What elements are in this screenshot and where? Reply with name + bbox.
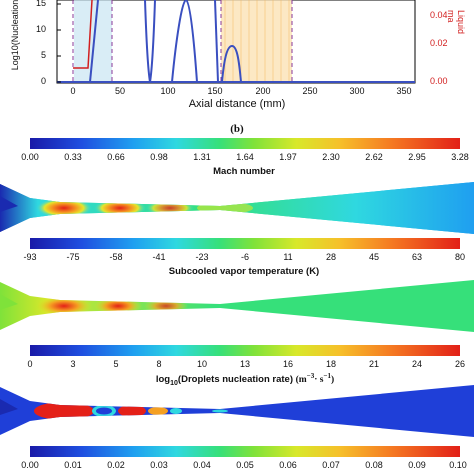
x-tick-150: 150 [207,86,223,96]
nucleation-tick: 16 [282,359,294,369]
nucleation-tick: 8 [156,359,162,369]
mach-tick: 2.95 [408,152,426,162]
nucleation-tick: 3 [70,359,76,369]
subcool-tick: -58 [109,252,123,262]
nucleation-tick: 24 [411,359,423,369]
nucleation-unit-sup1: −3 [306,372,315,380]
nucleation-unit-close: ) [330,375,335,386]
liquid-tick: 0.01 [64,460,82,470]
mach-tick: 1.97 [279,152,297,162]
subcool-tick: -6 [240,252,250,262]
nucleation-colorbar [30,345,460,356]
x-tick-100: 100 [160,86,176,96]
mach-tick: 0.33 [64,152,82,162]
nucleation-unit-sup2: −1 [323,372,331,380]
nucleation-tick: 18 [325,359,337,369]
subcool-tick: 11 [283,252,293,262]
y-tick-left-0: 0 [41,76,47,86]
x-axis-label: Axial distance (mm) [188,98,286,110]
mach-tick: 2.62 [365,152,383,162]
subcool-tick: 45 [368,252,380,262]
mach-tick: 1.31 [193,152,211,162]
liquid-tick: 0.04 [193,460,211,470]
x-tick-50: 50 [114,86,126,96]
mach-colorbar [30,138,460,149]
nucleation-unit-mid: · s [314,375,324,386]
y-tick-right-002: 0.02 [430,38,448,48]
y-tick-left-15: 15 [36,0,47,8]
subcool-nozzle [0,280,474,332]
nucleation-unit-open: (m [295,375,307,386]
nucleation-title-log: log [155,374,171,386]
liquid-tick: 0.02 [107,460,125,470]
liquid-tick: 0.05 [236,460,254,470]
subcool-title: Subcooled vapor temperature (K) [168,266,320,277]
liquid-tick: 0.07 [322,460,340,470]
liquid-tick: 0.03 [150,460,168,470]
x-tick-200: 200 [255,86,271,96]
subcool-tick: -93 [23,252,37,262]
y-axis-label-left: Log10(Nucleation [10,0,20,71]
mach-tick: 0.66 [107,152,125,162]
x-tick-300: 300 [349,86,365,96]
top-plot: 15 10 5 0 Log10(Nucleation 0.04 0.02 0.0… [0,0,474,118]
nucleation-tick: 13 [239,359,251,369]
nucleation-tick: 0 [27,359,33,369]
panel-label-b: (b) [230,123,244,135]
liquid-tick: 0.10 [449,460,467,470]
subcool-tick: -23 [195,252,209,262]
nucleation-title-rest: (Droplets nucleation rate) [177,374,293,386]
nucleation-title-sub: 10 [170,380,178,388]
x-tick-350: 350 [396,86,412,96]
nucleation-title: log10(Droplets nucleation rate) (m−3· s−… [156,372,334,387]
x-tick-0: 0 [70,86,76,96]
liquid-tick: 0.06 [279,460,297,470]
y-tick-right-004: 0.04 [430,10,448,20]
mach-nozzle [0,182,474,234]
subcool-tick: 28 [325,252,337,262]
subcool-tick: -75 [66,252,80,262]
y-tick-left-5: 5 [41,50,47,60]
liquid-tick: 0.00 [21,460,39,470]
mach-tick: 3.28 [451,152,469,162]
mach-tick: 1.64 [236,152,254,162]
subcool-tick: -41 [152,252,166,262]
liquid-tick: 0.09 [408,460,426,470]
y-axis-label-right: Liquid ma [446,10,466,35]
subcool-colorbar [30,238,460,249]
liquid-tick: 0.08 [365,460,383,470]
mach-tick: 0.98 [150,152,168,162]
nucleation-nozzle [0,385,474,437]
y-tick-left-10: 10 [36,24,47,34]
mach-title: Mach number [213,166,275,177]
nucleation-tick: 26 [454,359,466,369]
subcool-tick: 63 [411,252,423,262]
top-plot-svg [56,0,416,84]
mach-tick: 0.00 [21,152,39,162]
y-tick-right-000: 0.00 [430,76,448,86]
nucleation-tick: 21 [368,359,380,369]
mach-tick: 2.30 [322,152,340,162]
x-tick-250: 250 [302,86,318,96]
subcool-tick: 80 [454,252,466,262]
nucleation-tick: 5 [113,359,119,369]
liquid-colorbar [30,446,460,457]
nucleation-tick: 10 [196,359,208,369]
